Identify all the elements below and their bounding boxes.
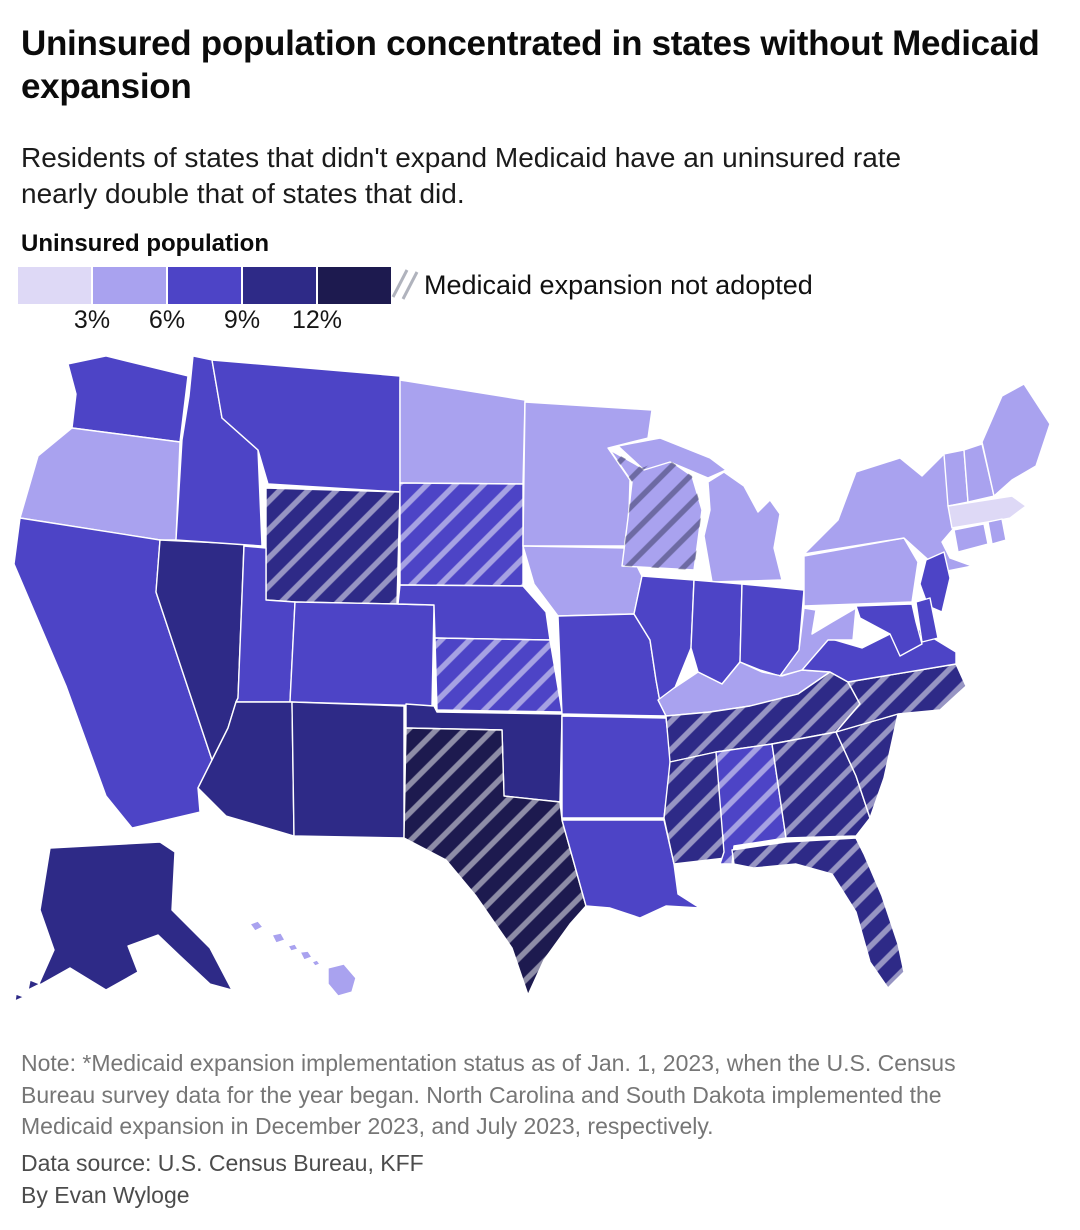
data-source: Data source: U.S. Census Bureau, KFF (21, 1150, 424, 1176)
map-container (10, 350, 1070, 1030)
state-WA[interactable] (67, 355, 189, 443)
page-subtitle: Residents of states that didn't expand M… (21, 142, 902, 210)
legend-tick-label: 3% (73, 306, 111, 334)
legend-title: Uninsured population (21, 230, 269, 257)
legend-tick-label: 6% (148, 306, 186, 334)
hatch-glyph-icon (391, 269, 419, 300)
hatch-legend-label: Medicaid expansion not adopted (424, 270, 813, 300)
state-SD[interactable] (399, 482, 524, 587)
state-MT[interactable] (211, 359, 401, 493)
state-AR[interactable] (561, 715, 672, 819)
state-HI[interactable] (249, 920, 357, 997)
legend-swatch-1 (18, 267, 91, 304)
byline: By Evan Wyloge (21, 1182, 190, 1208)
state-CT[interactable] (953, 523, 989, 553)
state-NJ[interactable] (919, 551, 951, 613)
legend-ticks: 3% 6% 9% 12% (18, 306, 398, 334)
state-ME[interactable] (981, 383, 1051, 497)
page-title: Uninsured population concentrated in sta… (21, 24, 1040, 107)
state-ND[interactable] (399, 379, 526, 485)
us-choropleth-map (13, 355, 1051, 1002)
state-WV[interactable] (779, 607, 857, 677)
state-MA[interactable] (947, 495, 1027, 529)
state-WY[interactable] (265, 487, 401, 605)
state-AK[interactable] (14, 841, 233, 1002)
state-FL[interactable] (731, 837, 905, 989)
state-KS[interactable] (434, 637, 563, 713)
legend-swatches (18, 267, 398, 304)
state-DE[interactable] (915, 597, 939, 643)
state-NM[interactable] (291, 701, 405, 839)
legend-swatch-5 (318, 267, 391, 304)
state-CO[interactable] (289, 601, 435, 707)
state-RI[interactable] (987, 518, 1007, 545)
state-MD[interactable] (855, 603, 923, 657)
legend-swatch-2 (93, 267, 166, 304)
legend-tick-label: 9% (223, 306, 261, 334)
legend-swatch-4 (243, 267, 316, 304)
legend-swatch-3 (168, 267, 241, 304)
legend-tick-label: 12% (291, 306, 343, 334)
states-group (13, 355, 1051, 1002)
footnote: Note: *Medicaid expansion implementation… (21, 1050, 956, 1140)
